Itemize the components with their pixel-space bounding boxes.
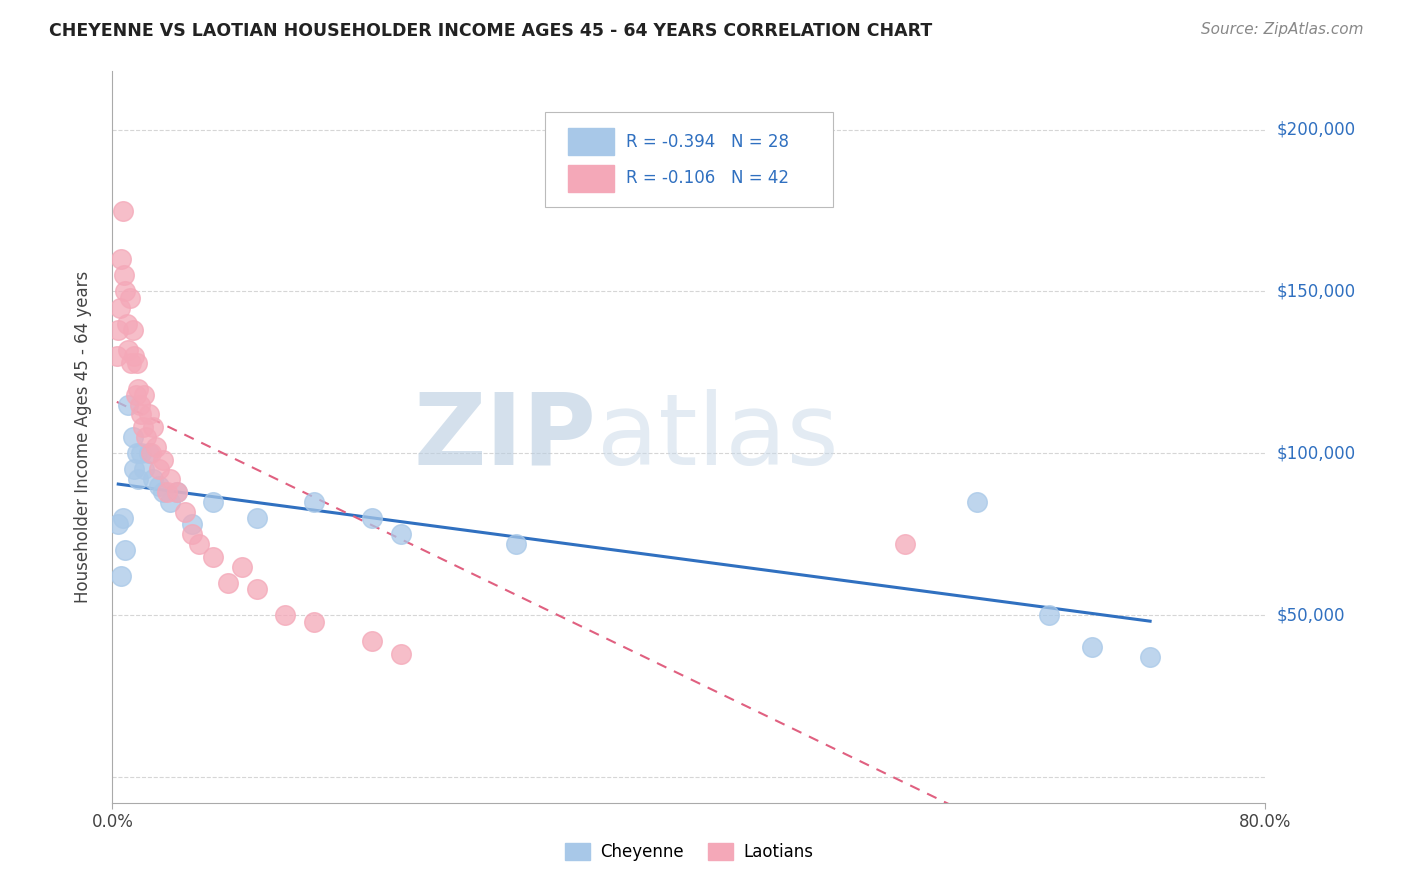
Point	[304, 615, 326, 629]
Point	[110, 252, 132, 266]
Point	[361, 511, 384, 525]
Point	[129, 446, 153, 460]
Point	[142, 472, 165, 486]
Point	[125, 446, 148, 460]
Point	[117, 398, 139, 412]
Text: $100,000: $100,000	[1277, 444, 1355, 462]
Point	[118, 291, 141, 305]
Legend: Cheyenne, Laotians: Cheyenne, Laotians	[558, 836, 820, 868]
Point	[108, 301, 131, 315]
Point	[121, 323, 143, 337]
Point	[148, 462, 170, 476]
Point	[134, 462, 156, 476]
Text: atlas: atlas	[596, 389, 838, 485]
Text: $150,000: $150,000	[1277, 283, 1355, 301]
Text: $50,000: $50,000	[1277, 606, 1346, 624]
Point	[138, 408, 160, 422]
Point	[188, 537, 211, 551]
Point	[217, 575, 239, 590]
Point	[145, 440, 167, 454]
Point	[127, 472, 149, 486]
Point	[304, 495, 326, 509]
Point	[166, 485, 188, 500]
Point	[159, 495, 181, 509]
Point	[115, 317, 138, 331]
Point	[135, 430, 157, 444]
Point	[121, 430, 143, 444]
Point	[124, 388, 146, 402]
Point	[127, 382, 149, 396]
Point	[112, 268, 135, 283]
Text: $200,000: $200,000	[1277, 120, 1355, 138]
Text: Source: ZipAtlas.com: Source: ZipAtlas.com	[1201, 22, 1364, 37]
Point	[120, 356, 142, 370]
Point	[148, 478, 170, 492]
Point	[110, 569, 132, 583]
Point	[202, 549, 225, 564]
Point	[180, 527, 202, 541]
Point	[1081, 640, 1104, 655]
Point	[166, 485, 188, 500]
Text: R = -0.106   N = 42: R = -0.106 N = 42	[626, 169, 789, 187]
Point	[246, 511, 269, 525]
Point	[125, 356, 148, 370]
Point	[129, 408, 153, 422]
Point	[114, 543, 136, 558]
Bar	[568, 164, 614, 193]
Point	[180, 517, 202, 532]
Point	[274, 608, 297, 623]
Point	[1038, 608, 1060, 623]
Point	[128, 398, 150, 412]
Point	[141, 446, 163, 460]
Point	[138, 446, 160, 460]
Point	[894, 537, 917, 551]
Text: ZIP: ZIP	[413, 389, 596, 485]
Point	[105, 349, 128, 363]
Point	[246, 582, 269, 597]
Point	[202, 495, 225, 509]
Text: R = -0.394   N = 28: R = -0.394 N = 28	[626, 133, 789, 151]
Point	[134, 388, 156, 402]
Point	[122, 349, 145, 363]
Point	[117, 343, 139, 357]
Point	[111, 203, 134, 218]
Point	[173, 504, 195, 518]
Point	[966, 495, 988, 509]
Point	[152, 485, 174, 500]
Point	[389, 527, 412, 541]
FancyBboxPatch shape	[546, 112, 832, 207]
Point	[505, 537, 527, 551]
Point	[122, 462, 145, 476]
Point	[389, 647, 412, 661]
Point	[1139, 650, 1161, 665]
Point	[142, 420, 165, 434]
Point	[114, 285, 136, 299]
Point	[152, 452, 174, 467]
Point	[156, 485, 179, 500]
Text: CHEYENNE VS LAOTIAN HOUSEHOLDER INCOME AGES 45 - 64 YEARS CORRELATION CHART: CHEYENNE VS LAOTIAN HOUSEHOLDER INCOME A…	[49, 22, 932, 40]
Point	[361, 634, 384, 648]
Y-axis label: Householder Income Ages 45 - 64 years: Householder Income Ages 45 - 64 years	[73, 271, 91, 603]
Point	[107, 323, 129, 337]
Point	[111, 511, 134, 525]
Point	[231, 559, 253, 574]
Point	[107, 517, 129, 532]
Point	[159, 472, 181, 486]
Point	[132, 420, 155, 434]
Bar	[568, 128, 614, 155]
